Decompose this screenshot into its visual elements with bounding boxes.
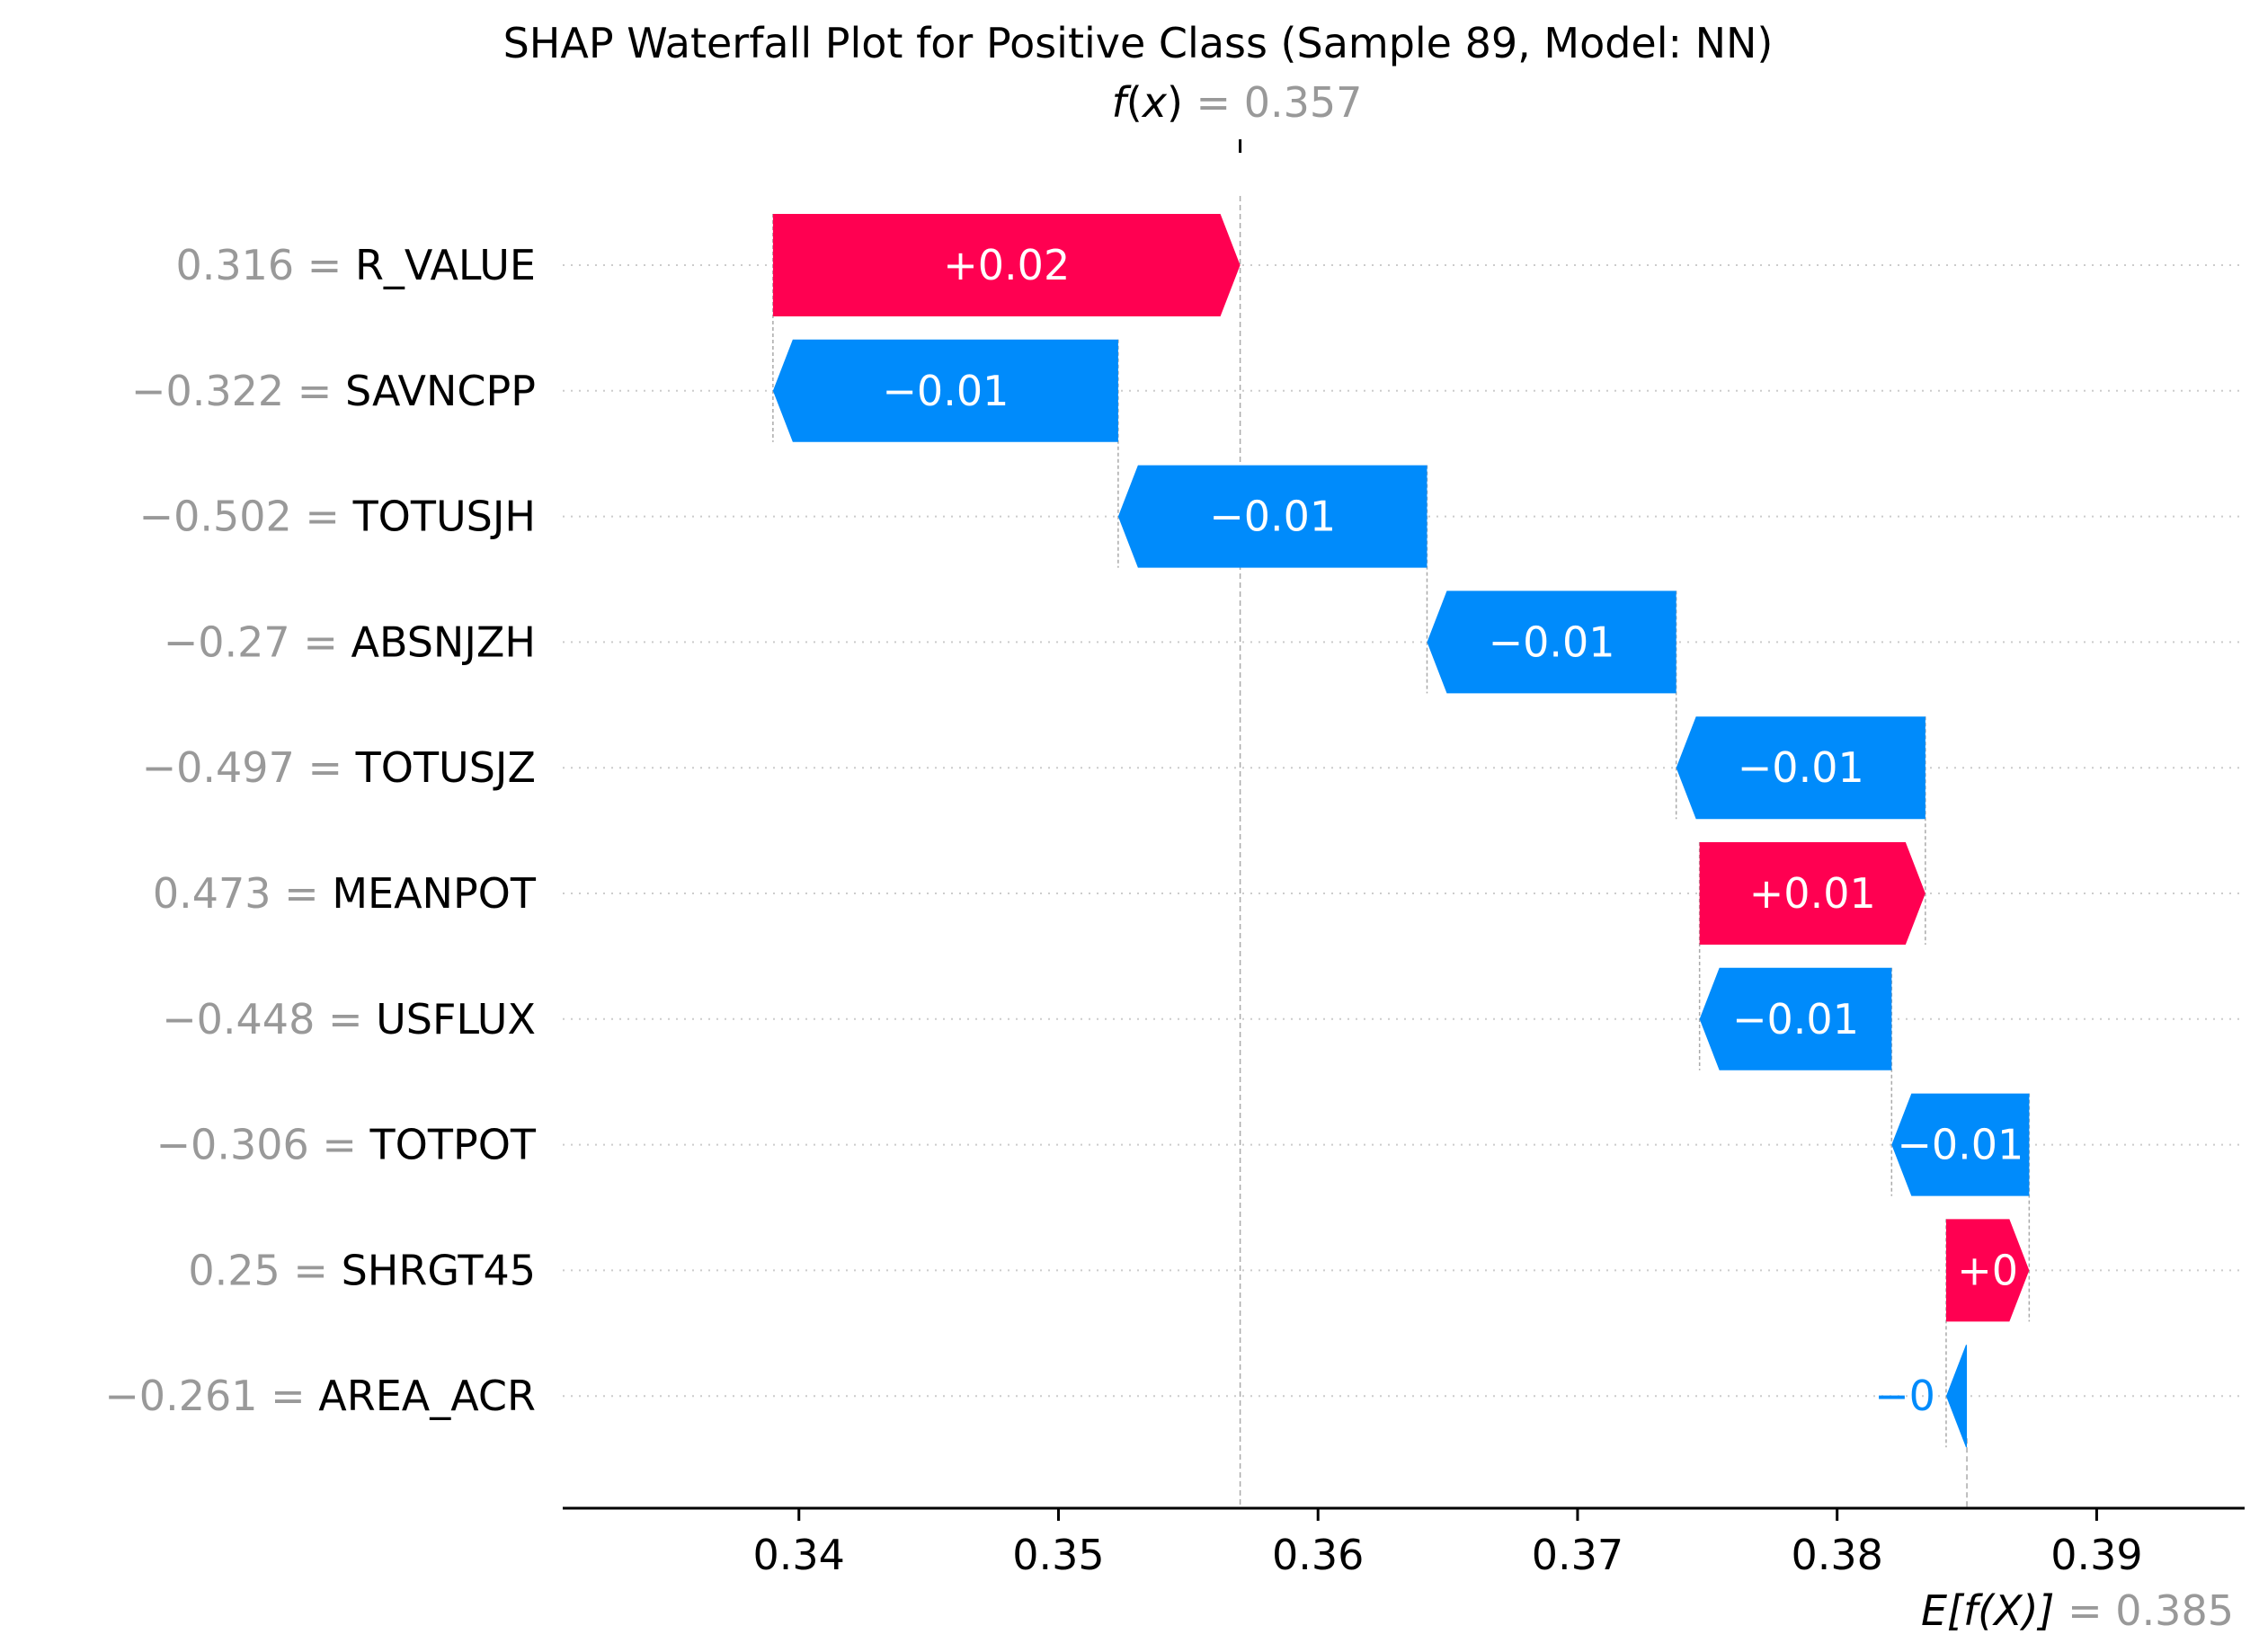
bars: +0.02 −0.01 −0.01 −0.01 −0.01 +0.01 −0.01 −0.01…	[772, 214, 2030, 1448]
waterfall-bar	[1699, 842, 1925, 945]
feature-eq: =	[292, 493, 353, 541]
feature-label: −0.322 = SAVNCPP	[131, 367, 536, 415]
bar-value-label: +0.02	[943, 241, 1070, 289]
feature-label: 0.316 = R_VALUE	[175, 241, 536, 289]
feature-value: −0.306	[156, 1121, 309, 1169]
x-tick-label: 0.38	[1791, 1531, 1882, 1579]
efx-value: 0.385	[2115, 1586, 2234, 1635]
waterfall-bar	[1676, 716, 1925, 820]
bar-value-label: −0.01	[1897, 1121, 2023, 1169]
waterfall-bar	[1945, 1345, 1968, 1448]
feature-name: AREA_ACR	[318, 1372, 536, 1420]
feature-name: R_VALUE	[355, 241, 536, 289]
x-tick-label: 0.39	[2050, 1531, 2142, 1579]
bar-value-label: −0.01	[1489, 617, 1615, 666]
efx-label: E[f(X)] = 0.385	[1921, 1586, 2234, 1635]
feature-name: ABSNJZH	[351, 617, 537, 666]
waterfall-bar	[1945, 1219, 2030, 1322]
feature-label: −0.27 = ABSNJZH	[164, 617, 536, 666]
fx-value: 0.357	[1244, 78, 1363, 127]
feature-label: −0.261 = AREA_ACR	[104, 1372, 536, 1420]
waterfall-bar	[1117, 465, 1427, 568]
feature-eq: =	[258, 1372, 319, 1420]
feature-label: −0.502 = TOTUSJH	[139, 493, 536, 541]
efx-text: E[f(X)]	[1921, 1586, 2055, 1635]
feature-name: TOTPOT	[369, 1121, 537, 1169]
bar-value-label: +0	[1957, 1246, 2018, 1294]
feature-labels: 0.316 = R_VALUE −0.322 = SAVNCPP −0.502 = …	[104, 241, 537, 1420]
feature-label: −0.497 = TOTUSJZ	[142, 743, 536, 792]
feature-eq: =	[315, 995, 376, 1044]
feature-eq: =	[290, 617, 351, 666]
feature-label: −0.306 = TOTPOT	[156, 1121, 537, 1169]
feature-eq: =	[294, 241, 355, 289]
bar-value-label: −0.01	[1732, 995, 1859, 1044]
feature-eq: =	[271, 869, 333, 918]
waterfall-bar	[772, 339, 1118, 442]
feature-eq: =	[280, 1246, 342, 1294]
feature-eq: =	[284, 367, 345, 415]
feature-name: TOTUSJZ	[355, 743, 536, 792]
x-tick-label: 0.37	[1532, 1531, 1623, 1579]
feature-label: 0.473 = MEANPOT	[153, 869, 537, 918]
x-tick-label: 0.36	[1272, 1531, 1364, 1579]
feature-value: 0.25	[188, 1246, 280, 1294]
feature-eq: =	[295, 743, 356, 792]
x-tick-label: 0.34	[753, 1531, 845, 1579]
feature-value: −0.261	[104, 1372, 257, 1420]
waterfall-bar	[1427, 591, 1676, 694]
x-axis-ticks: 0.34 0.35 0.36 0.37 0.38 0.39	[753, 1508, 2143, 1579]
feature-value: 0.473	[153, 869, 271, 918]
bar-value-label: −0.01	[1738, 743, 1864, 792]
feature-value: −0.497	[142, 743, 295, 792]
waterfall-bar	[1699, 967, 1892, 1070]
chart-title: SHAP Waterfall Plot for Positive Class (…	[503, 19, 1774, 67]
feature-value: −0.502	[139, 493, 292, 541]
feature-name: USFLUX	[376, 995, 536, 1044]
bar-value-label: −0.01	[1209, 493, 1336, 541]
feature-label: 0.25 = SHRGT45	[188, 1246, 536, 1294]
feature-value: −0.448	[162, 995, 315, 1044]
feature-name: SAVNCPP	[345, 367, 536, 415]
fx-eq: =	[1183, 78, 1244, 127]
bar-value-label: −0	[1874, 1372, 1935, 1420]
feature-label: −0.448 = USFLUX	[162, 995, 536, 1044]
waterfall-bar	[1891, 1093, 2030, 1196]
fx-arg: x	[1141, 78, 1168, 127]
feature-eq: =	[309, 1121, 370, 1169]
fx-label: f(x) = 0.357	[1112, 78, 1363, 127]
feature-name: TOTUSJH	[352, 493, 536, 541]
x-tick-label: 0.35	[1012, 1531, 1104, 1579]
feature-name: SHRGT45	[342, 1246, 536, 1294]
efx-eq: =	[2055, 1586, 2116, 1635]
bar-value-label: +0.01	[1749, 869, 1876, 918]
feature-name: MEANPOT	[332, 869, 537, 918]
waterfall-bar	[772, 214, 1241, 316]
feature-value: 0.316	[175, 241, 294, 289]
feature-value: −0.322	[131, 367, 284, 415]
feature-value: −0.27	[164, 617, 290, 666]
bar-value-label: −0.01	[882, 367, 1009, 415]
